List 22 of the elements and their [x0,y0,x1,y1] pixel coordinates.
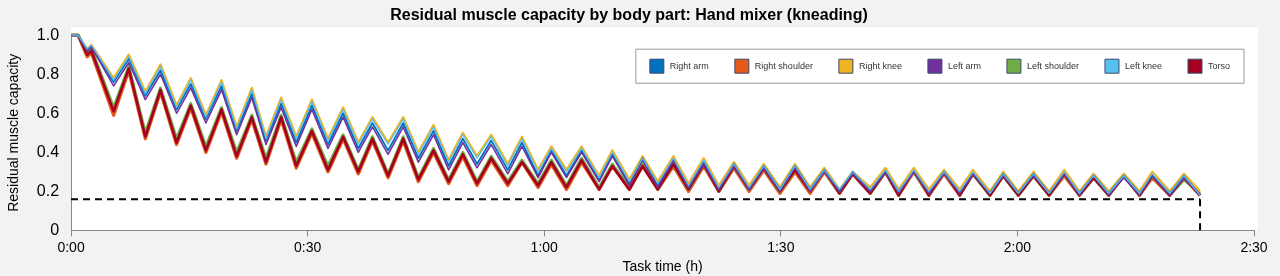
chart-title: Residual muscle capacity by body part: Hand mixer (kneading) [390,6,868,24]
y-tick-label: 0.2 [36,181,60,199]
legend-label: Left shoulder [1026,60,1079,71]
x-axis-title: Task time (h) [622,258,703,275]
y-tick-label: 0 [50,220,60,238]
y-tick-label: 1.0 [36,25,60,43]
x-tick-label: 2:00 [1003,238,1032,255]
x-tick-label: 1:30 [767,238,795,255]
legend-label: Right arm [669,60,709,71]
y-tick-label: 0.6 [36,103,60,121]
y-tick-label: 0.8 [36,64,60,82]
legend-label: Right shoulder [754,60,813,71]
y-axis-title: Residual muscle capacity [5,53,22,212]
legend-label: Left arm [947,60,981,71]
x-tick-label: 2:30 [1240,238,1268,255]
legend-label: Left knee [1124,60,1162,71]
legend-label: Right knee [858,60,902,71]
x-tick-label: 1:00 [530,238,559,255]
y-tick-label: 0.4 [36,142,60,160]
legend-label: Torso [1207,60,1231,71]
x-tick-label: 0:00 [57,238,85,255]
x-tick-label: 0:30 [294,238,322,255]
